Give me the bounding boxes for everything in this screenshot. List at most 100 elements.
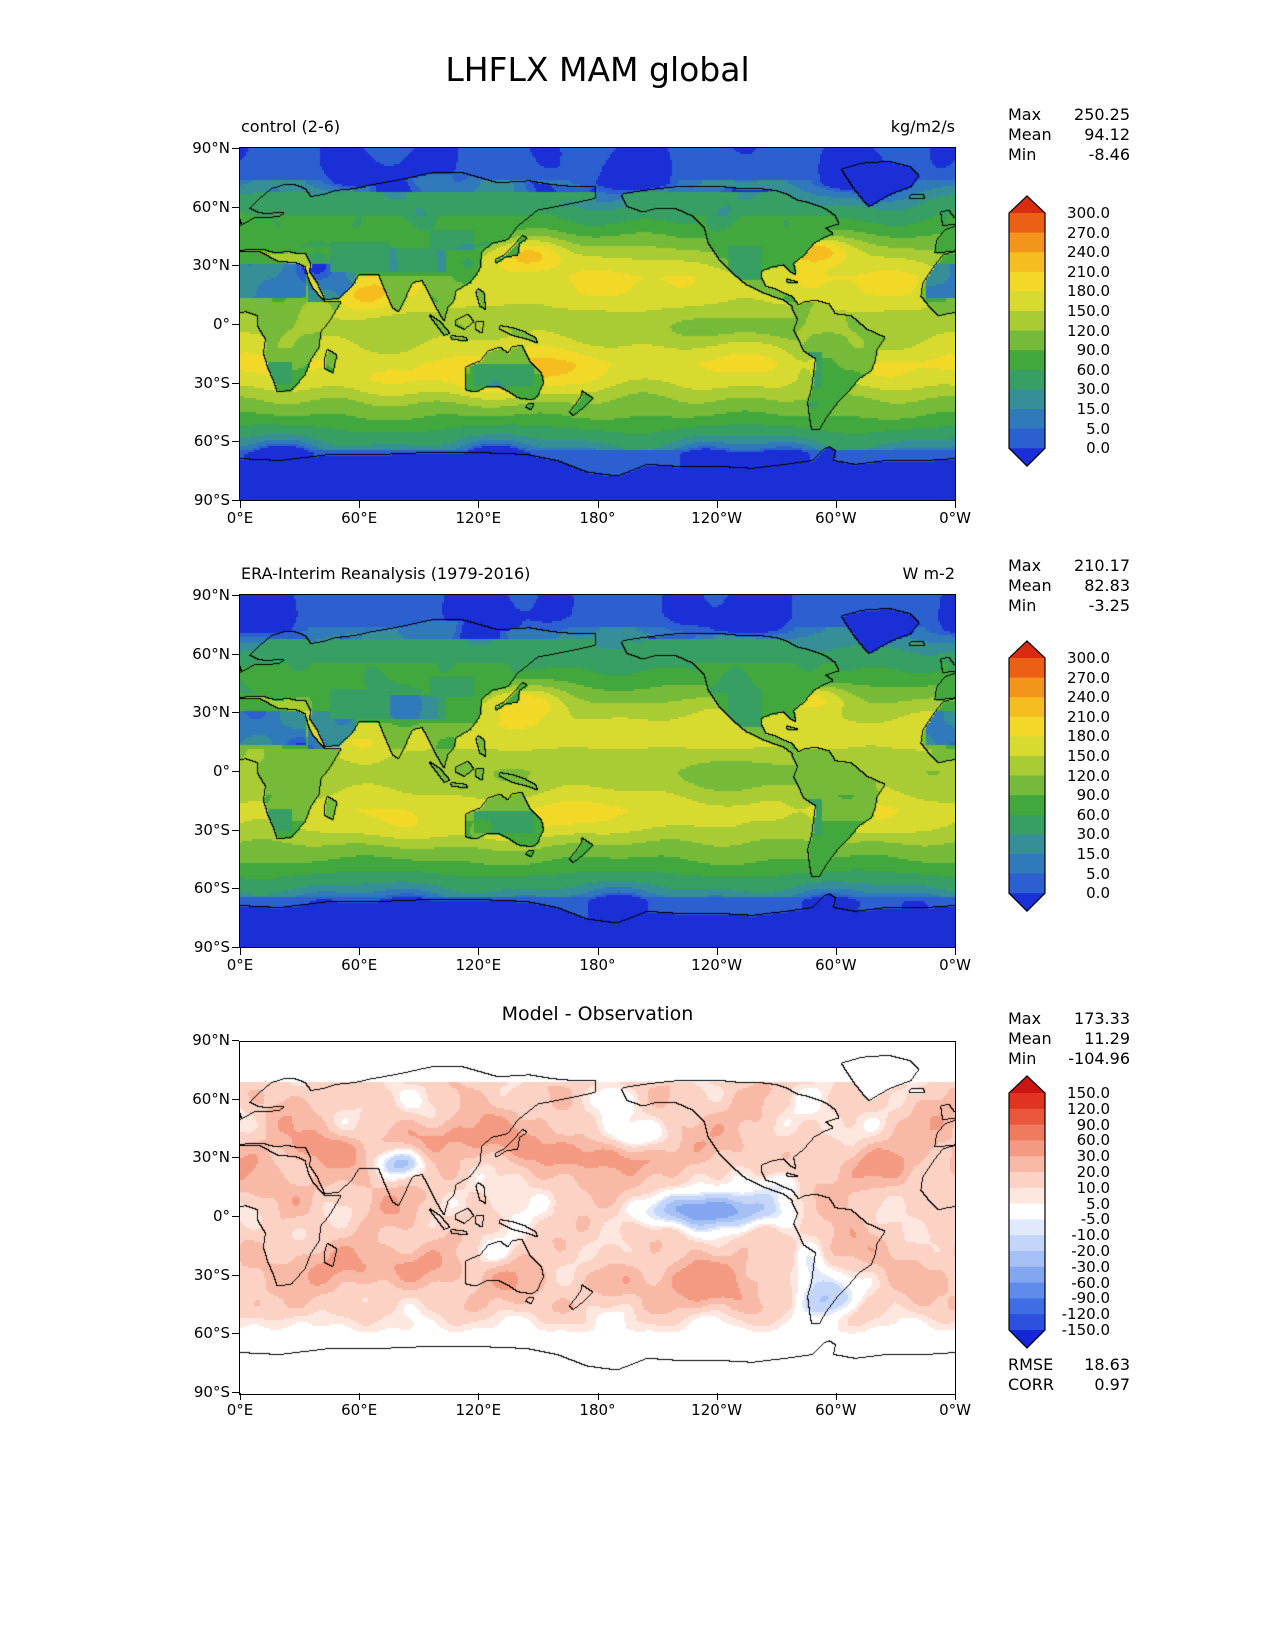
colorbar-tick-label: -20.0 — [1071, 1242, 1110, 1260]
lat-tick-mark — [232, 1157, 239, 1159]
colorbar-observation: 300.0 270.0 240.0 210.0 180.0 150.0 120.0 90.0 6… — [1008, 640, 1118, 918]
lat-tick-label: 30°N — [192, 1148, 230, 1167]
stat-label: Min — [1008, 1049, 1037, 1068]
lon-tick-label: 120°E — [455, 1401, 502, 1419]
colorbar-tick-label: 120.0 — [1067, 766, 1110, 785]
stat-label: Mean — [1008, 125, 1052, 144]
lat-tick-mark — [232, 1333, 239, 1335]
lat-tick-mark — [232, 1040, 239, 1041]
colorbar-model: 300.0 270.0 240.0 210.0 180.0 150.0 120.0 90.0 6… — [1008, 195, 1118, 473]
lon-tick-mark — [955, 501, 956, 508]
colorbar-svg — [1008, 640, 1046, 913]
colorbar-tick-label: 120.0 — [1067, 321, 1110, 340]
colorbar-tick-label: 5.0 — [1086, 419, 1110, 438]
lon-tick-mark — [716, 948, 718, 955]
lon-tick-mark — [240, 1393, 241, 1400]
stat-value: -104.96 — [1068, 1049, 1130, 1068]
lon-tick-label: 180° — [579, 509, 616, 527]
colorbar-tick-label: 5.0 — [1086, 1194, 1110, 1213]
colorbar-tick-label: -90.0 — [1071, 1289, 1110, 1308]
map-model-frame — [239, 147, 956, 501]
colorbar-tick-label: 15.0 — [1076, 845, 1110, 863]
colorbar-tick-label: 120.0 — [1067, 1099, 1110, 1118]
stat-label: Max — [1008, 556, 1042, 575]
lat-tick-label: 60°S — [193, 879, 230, 898]
colorbar-tick-label: 270.0 — [1067, 668, 1110, 687]
colorbar-tick-label: 90.0 — [1076, 786, 1110, 805]
stat-row: Mean 82.83 — [1008, 576, 1130, 596]
metric-value: 18.63 — [1084, 1355, 1130, 1374]
metric-label: RMSE — [1008, 1355, 1054, 1374]
colorbar-tick-label: 30.0 — [1076, 825, 1110, 844]
colorbar-tick-label: -60.0 — [1071, 1273, 1110, 1292]
lat-tick-label: 30°S — [193, 1265, 230, 1284]
stat-row: Max 250.25 — [1008, 105, 1130, 125]
lat-tick-label: 60°N — [192, 1089, 230, 1108]
colorbar-tick-label: 150.0 — [1067, 1084, 1110, 1102]
stat-value: 250.25 — [1074, 105, 1130, 124]
lat-tick-mark — [232, 441, 239, 443]
colorbar-tick-label: 210.0 — [1067, 707, 1110, 726]
colorbar-tick-label: 90.0 — [1076, 1115, 1110, 1134]
lat-tick-label: 30°S — [193, 373, 230, 392]
lat-tick-label: 90°S — [193, 1383, 230, 1401]
lon-tick-label: 120°E — [455, 509, 502, 527]
colorbar-tick-label: 30.0 — [1076, 1147, 1110, 1166]
lon-tick-label: 120°W — [691, 956, 743, 974]
colorbar-tick-label: 240.0 — [1067, 688, 1110, 707]
lat-tick-label: 0° — [212, 315, 230, 333]
stat-row: Min -8.46 — [1008, 145, 1130, 165]
lon-tick-label: 120°E — [455, 956, 502, 974]
stat-label: Max — [1008, 105, 1042, 124]
colorbar-svg — [1008, 1075, 1046, 1349]
lat-tick-mark — [232, 712, 239, 714]
stat-row: Max 210.17 — [1008, 556, 1130, 576]
lat-tick-mark — [232, 382, 239, 384]
lat-tick-label: 90°N — [192, 1031, 230, 1049]
lat-tick-label: 60°N — [192, 197, 230, 216]
figure-title: LHFLX MAM global — [445, 50, 750, 89]
lon-tick-label: 60°E — [341, 509, 378, 527]
lon-tick-label: 180° — [579, 956, 616, 974]
lon-tick-mark — [835, 948, 837, 955]
lon-tick-mark — [359, 501, 361, 508]
lat-tick-label: 30°N — [192, 703, 230, 722]
stat-value: 173.33 — [1074, 1009, 1130, 1028]
lat-tick-label: 30°S — [193, 820, 230, 839]
stat-value: 11.29 — [1084, 1029, 1130, 1048]
stat-value: -3.25 — [1088, 596, 1130, 615]
colorbar-tick-label: 270.0 — [1067, 223, 1110, 242]
stats-observation: Max 210.17 Mean 82.83 Min -3.25 — [1008, 556, 1130, 616]
metric-value: 0.97 — [1094, 1375, 1130, 1394]
colorbar-tick-label: 150.0 — [1067, 302, 1110, 320]
lon-tick-label: 60°E — [341, 956, 378, 974]
lat-tick-label: 90°N — [192, 139, 230, 157]
stats-model: Max 250.25 Mean 94.12 Min -8.46 — [1008, 105, 1130, 165]
lon-tick-mark — [240, 948, 241, 955]
lat-tick-label: 60°S — [193, 432, 230, 451]
lat-tick-label: 0° — [212, 762, 230, 780]
stat-value: 94.12 — [1084, 125, 1130, 144]
colorbar-tick-label: 5.0 — [1086, 864, 1110, 883]
lat-tick-mark — [232, 324, 239, 325]
stat-row: Max 173.33 — [1008, 1009, 1130, 1029]
colorbar-tick-label: 210.0 — [1067, 262, 1110, 281]
stat-row: Min -3.25 — [1008, 596, 1130, 616]
map-canvas-observation — [240, 595, 955, 947]
lat-tick-mark — [232, 888, 239, 890]
colorbar-tick-label: 15.0 — [1076, 400, 1110, 418]
lat-tick-label: 90°N — [192, 586, 230, 604]
colorbar-tick-label: 180.0 — [1067, 282, 1110, 301]
panel-observation-units: W m-2 — [902, 564, 955, 583]
stat-label: Mean — [1008, 576, 1052, 595]
stat-label: Mean — [1008, 1029, 1052, 1048]
lon-tick-mark — [835, 1393, 837, 1400]
lon-tick-mark — [478, 1393, 480, 1400]
map-observation-frame — [239, 594, 956, 948]
colorbar-tick-label: -10.0 — [1071, 1226, 1110, 1245]
metrics-difference: RMSE 18.63 CORR 0.97 — [1008, 1355, 1130, 1395]
lon-tick-mark — [240, 501, 241, 508]
lat-tick-mark — [232, 771, 239, 772]
lon-tick-label: 0°E — [226, 956, 254, 974]
colorbar-svg — [1008, 195, 1046, 468]
